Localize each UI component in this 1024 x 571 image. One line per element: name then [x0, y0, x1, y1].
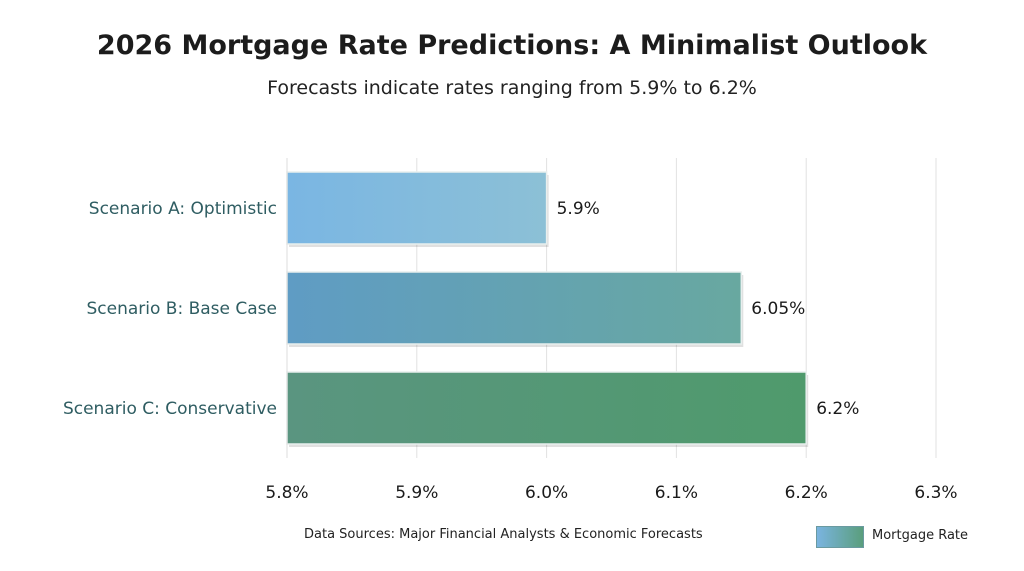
- bar: [286, 171, 548, 245]
- data-label: 6.2%: [816, 399, 859, 419]
- category-label: Scenario B: Base Case: [86, 299, 277, 319]
- x-tick-label: 6.3%: [914, 483, 957, 503]
- x-tick-label: 5.8%: [265, 483, 308, 503]
- data-source-note: Data Sources: Major Financial Analysts &…: [304, 527, 703, 542]
- legend-label: Mortgage Rate: [872, 528, 969, 543]
- data-label: 6.05%: [751, 299, 805, 319]
- chart-title: 2026 Mortgage Rate Predictions: A Minima…: [96, 30, 928, 61]
- x-tick-label: 6.0%: [525, 483, 568, 503]
- x-tick-label: 6.2%: [785, 483, 828, 503]
- data-label: 5.9%: [557, 199, 600, 219]
- x-tick-label: 6.1%: [655, 483, 698, 503]
- legend-swatch: [816, 526, 864, 548]
- x-tick-label: 5.9%: [395, 483, 438, 503]
- category-label: Scenario A: Optimistic: [89, 199, 277, 219]
- category-label: Scenario C: Conservative: [63, 399, 277, 419]
- bar: [286, 371, 807, 445]
- chart-subtitle: Forecasts indicate rates ranging from 5.…: [267, 77, 757, 99]
- bar: [286, 271, 743, 345]
